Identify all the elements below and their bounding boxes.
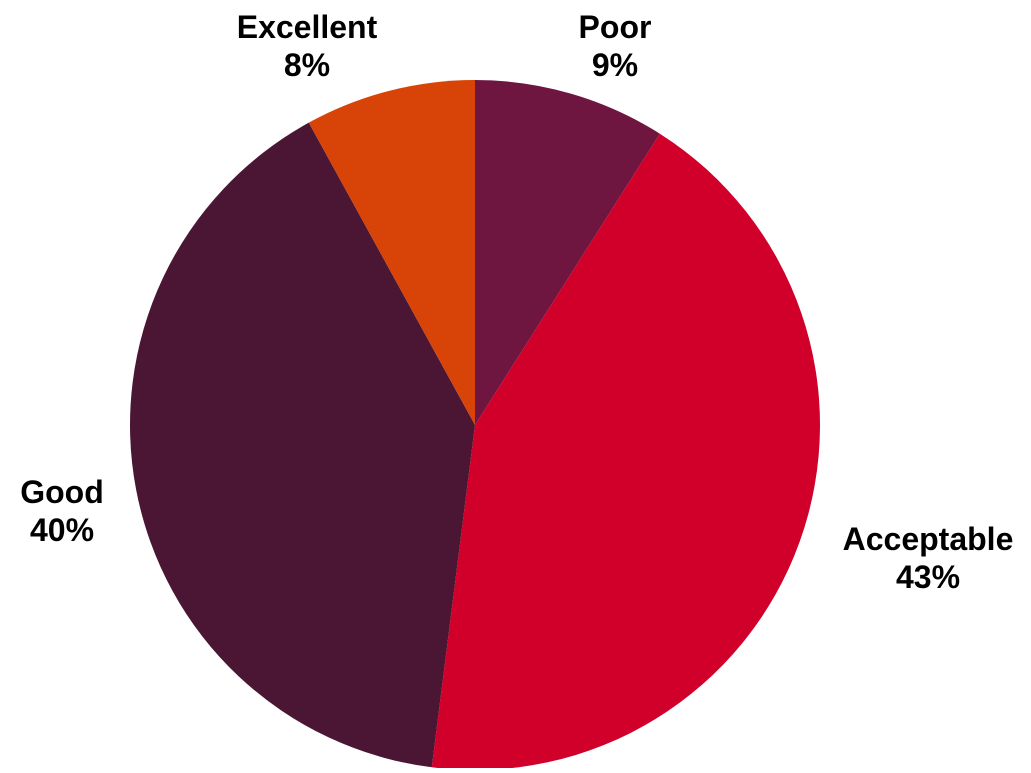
slice-label-excellent: Excellent [237,9,378,45]
pie-slices [129,80,821,771]
slice-label-poor: Poor [579,9,652,45]
pie-slice-poor [475,80,660,425]
slice-percent-acceptable: 43% [896,559,960,595]
slice-label-acceptable: Acceptable [843,521,1014,557]
slice-percent-excellent: 8% [284,47,330,83]
pie-slice-excellent [308,80,475,425]
slice-percent-good: 40% [30,512,94,548]
slice-label-good: Good [20,474,104,510]
pie-slice-good [129,122,475,768]
pie-slice-acceptable [431,133,821,771]
slice-percent-poor: 9% [592,47,638,83]
